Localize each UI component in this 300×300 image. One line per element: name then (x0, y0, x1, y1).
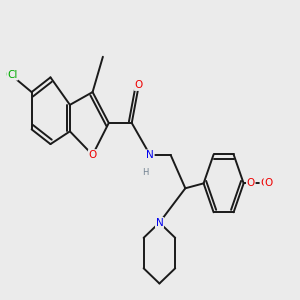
Text: N: N (146, 152, 154, 161)
Text: H: H (141, 169, 148, 178)
Text: O: O (247, 178, 255, 188)
Text: H: H (142, 168, 149, 177)
Text: O: O (247, 178, 255, 188)
Text: O: O (135, 80, 143, 90)
Text: O: O (88, 150, 97, 160)
Text: N: N (155, 218, 163, 228)
Text: N: N (146, 150, 154, 160)
Text: O: O (264, 178, 272, 188)
Text: O: O (88, 150, 97, 160)
Text: Cl: Cl (6, 70, 16, 80)
Text: O: O (260, 178, 269, 188)
Text: N: N (155, 218, 163, 228)
Text: Cl: Cl (7, 70, 18, 80)
Text: O: O (135, 80, 143, 90)
